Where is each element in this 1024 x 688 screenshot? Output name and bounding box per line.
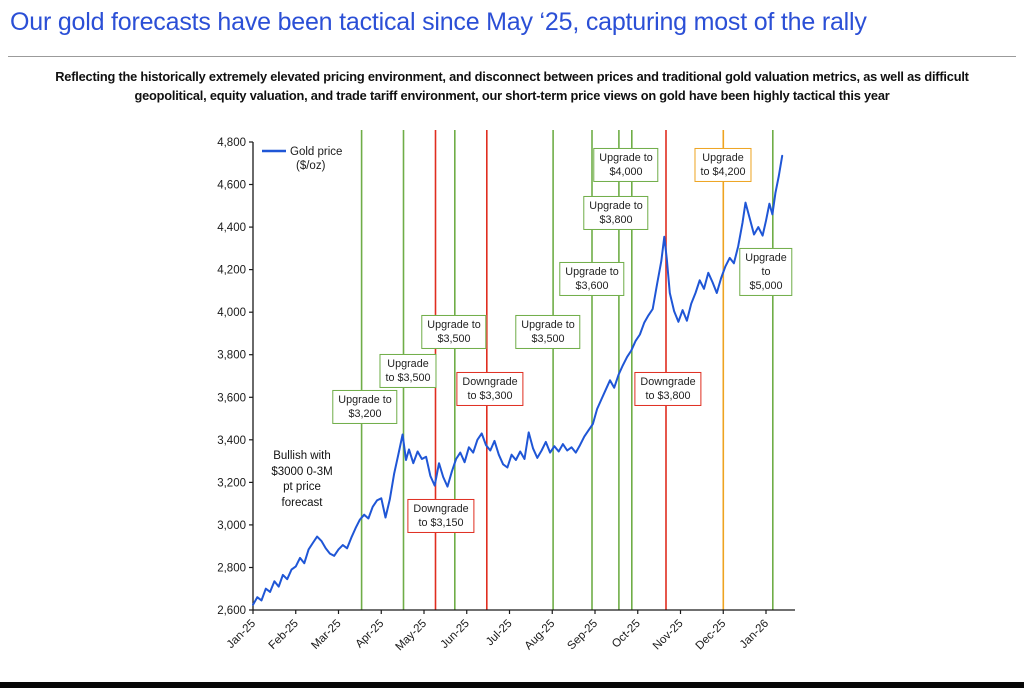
y-tick-label: 4,000: [217, 307, 246, 319]
forecast-annotation-upgrade_alt: Upgrade to $4,200: [694, 147, 752, 183]
subtitle-text: Reflecting the historically extremely el…: [55, 69, 969, 104]
y-tick-label: 2,600: [217, 605, 246, 617]
forecast-annotation-downgrade: Downgrade to $3,300: [456, 371, 524, 407]
y-tick-label: 3,400: [217, 435, 246, 447]
forecast-annotation-downgrade: Downgrade to $3,800: [634, 371, 702, 407]
bullish-forecast-note: Bullish with $3000 0-3M pt price forecas…: [271, 449, 333, 509]
forecast-annotation-upgrade: Upgrade to $3,500: [515, 314, 581, 350]
y-tick-label: 4,800: [217, 137, 246, 149]
y-tick-label: 3,800: [217, 350, 246, 362]
gold-price-line: [252, 154, 784, 606]
forecast-annotation-upgrade: Upgrade to $3,500: [421, 314, 487, 350]
y-tick-label: 4,200: [217, 265, 246, 277]
y-tick-label: 2,800: [217, 563, 246, 575]
bottom-bar: [0, 682, 1024, 688]
forecast-annotation-upgrade: Upgrade to $4,000: [593, 147, 659, 183]
chart-canvas: 2,600 2,800 3,000 3,200 3,400 3,600 3,800 4,000…: [217, 130, 795, 653]
y-tick-label: 4,400: [217, 222, 246, 234]
y-tick-label: 3,000: [217, 520, 246, 532]
y-tick-label: 3,200: [217, 477, 246, 489]
title-divider: [8, 56, 1016, 57]
forecast-annotation-upgrade: Upgrade to $3,200: [332, 389, 398, 425]
legend-label: ($/oz): [296, 160, 326, 172]
forecast-annotation-upgrade: Upgrade to $3,600: [559, 261, 625, 297]
forecast-annotation-upgrade: Upgrade to $3,500: [379, 353, 437, 389]
y-tick-label: 4,600: [217, 180, 246, 192]
chart-annotations-layer: Upgrade to $3,200 Upgrade to $3,500 Downgr…: [190, 130, 810, 675]
y-tick-label: 3,600: [217, 392, 246, 404]
legend-label: Gold price: [290, 146, 342, 158]
page-title: Our gold forecasts have been tactical si…: [10, 8, 867, 36]
forecast-annotation-downgrade: Downgrade to $3,150: [407, 498, 475, 534]
forecast-annotation-upgrade: Upgrade to $5,000: [739, 247, 793, 297]
forecast-annotation-upgrade: Upgrade to $3,800: [583, 195, 649, 231]
gold-price-chart: 2,600 2,800 3,000 3,200 3,400 3,600 3,800 4,000…: [190, 130, 810, 675]
